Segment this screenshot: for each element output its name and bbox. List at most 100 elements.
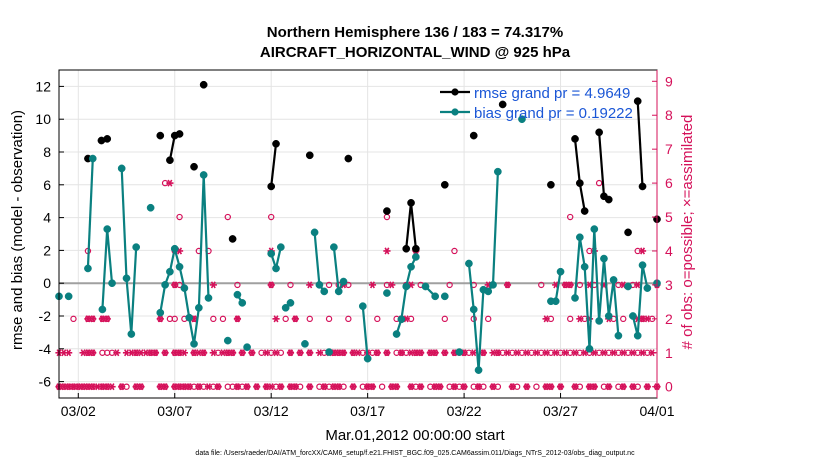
bias-point <box>195 303 203 312</box>
bias-point <box>223 336 232 345</box>
asterisk-stroke <box>186 383 192 391</box>
bias-point <box>315 280 324 289</box>
asterisk-stroke <box>505 281 510 289</box>
asterisk-stroke <box>181 349 187 357</box>
bias-point <box>199 171 208 179</box>
asterisk-stroke <box>210 281 216 289</box>
bias-point <box>301 340 309 348</box>
assimilated-count-marker <box>436 383 444 391</box>
possible-count-marker <box>325 281 333 289</box>
bias-line <box>573 229 620 349</box>
asterisk-stroke <box>268 383 274 391</box>
rmse-point <box>469 131 478 140</box>
asterisk-stroke <box>307 383 313 391</box>
assimilated-count-marker <box>89 349 97 357</box>
y-tick-label-right: 3 <box>665 277 673 293</box>
asterisk-stroke <box>292 383 298 391</box>
assimilated-count-marker <box>286 349 295 357</box>
asterisk-stroke <box>558 383 564 391</box>
asterisk-stroke <box>418 383 424 391</box>
asterisk-stroke <box>263 349 269 357</box>
legend-label: rmse grand pr = 4.9649 <box>474 85 630 102</box>
assimilated-count-marker <box>441 349 449 357</box>
y-tick-label-left: 2 <box>43 242 51 258</box>
bias-point <box>122 274 131 283</box>
x-tick-label: 03/02 <box>61 403 96 419</box>
rmse-point <box>624 228 632 237</box>
y-tick-label-right: 1 <box>665 345 673 361</box>
asterisk-stroke <box>263 383 269 391</box>
assimilated-count-marker <box>65 349 73 357</box>
asterisk-stroke <box>220 349 226 357</box>
asterisk-stroke <box>630 349 636 357</box>
asterisk-stroke <box>191 349 197 357</box>
asterisk-stroke <box>418 349 424 357</box>
asterisk-stroke <box>278 383 284 391</box>
x-tick-label: 03/22 <box>447 403 482 419</box>
y-tick-label-left: 4 <box>43 210 51 226</box>
possible-count-marker <box>210 315 217 323</box>
asterisk-stroke <box>172 281 178 289</box>
assimilated-count-marker <box>532 349 541 357</box>
asterisk-stroke <box>336 349 342 357</box>
x-tick-label: 03/27 <box>543 403 578 419</box>
asterisk-stroke <box>369 281 375 289</box>
asterisk-stroke <box>591 383 597 391</box>
assimilated-count-marker <box>643 383 651 391</box>
bias-point <box>358 302 367 311</box>
assimilated-count-marker <box>108 383 116 391</box>
asterisk-stroke <box>75 383 81 391</box>
asterisk-stroke <box>495 349 501 357</box>
bias-point <box>397 315 406 324</box>
asterisk-stroke <box>336 383 342 391</box>
bias-point <box>518 115 526 124</box>
series-lines <box>55 80 661 374</box>
assimilated-count-marker <box>156 315 164 323</box>
assimilated-count-marker <box>609 349 618 357</box>
asterisk-stroke <box>586 281 592 289</box>
rmse-point <box>571 135 579 143</box>
asterisk-stroke <box>273 349 279 357</box>
assimilated-count-marker <box>89 315 97 323</box>
y-tick-label-left: 10 <box>35 111 51 127</box>
asterisk-stroke <box>635 281 641 289</box>
y-tick-label-left: 0 <box>43 275 51 291</box>
asterisk-stroke <box>384 349 390 357</box>
bias-point <box>412 253 420 261</box>
rmse-point <box>228 235 237 243</box>
assimilated-count-marker <box>460 383 468 391</box>
asterisk-stroke <box>524 349 530 357</box>
assimilated-count-marker <box>180 349 188 357</box>
rmse-point <box>156 131 165 140</box>
bias-point <box>633 331 642 340</box>
assimilated-count-marker <box>277 383 285 391</box>
bias-point <box>166 267 174 276</box>
bias-point <box>190 340 198 348</box>
chart-subtitle: AIRCRAFT_HORIZONTAL_WIND @ 925 hPa <box>259 44 571 61</box>
assimilated-count-marker <box>229 349 237 357</box>
bias-point <box>392 330 401 338</box>
rmse-point <box>199 80 208 89</box>
bias-point <box>643 284 652 292</box>
bias-point <box>146 203 155 212</box>
assimilated-count-marker <box>503 281 512 289</box>
asterisk-stroke <box>210 349 216 357</box>
assimilated-count-marker <box>388 281 396 289</box>
bias-point <box>575 233 584 242</box>
asterisk-stroke <box>307 349 313 357</box>
asterisk-stroke <box>61 349 67 357</box>
possible-count-marker <box>306 315 313 323</box>
bias-point <box>469 305 478 314</box>
asterisk-stroke <box>408 349 414 357</box>
y-tick-label-right: 6 <box>665 175 673 191</box>
rmse-point <box>638 182 647 191</box>
asterisk-stroke <box>553 349 559 357</box>
asterisk-stroke <box>104 315 110 323</box>
asterisk-stroke <box>167 179 173 187</box>
asterisk-stroke <box>80 349 86 357</box>
assimilated-count-marker <box>118 383 126 391</box>
asterisk-stroke <box>162 383 168 391</box>
assimilated-count-marker <box>306 349 314 357</box>
assimilated-count-marker <box>489 383 497 391</box>
asterisk-stroke <box>181 383 187 391</box>
